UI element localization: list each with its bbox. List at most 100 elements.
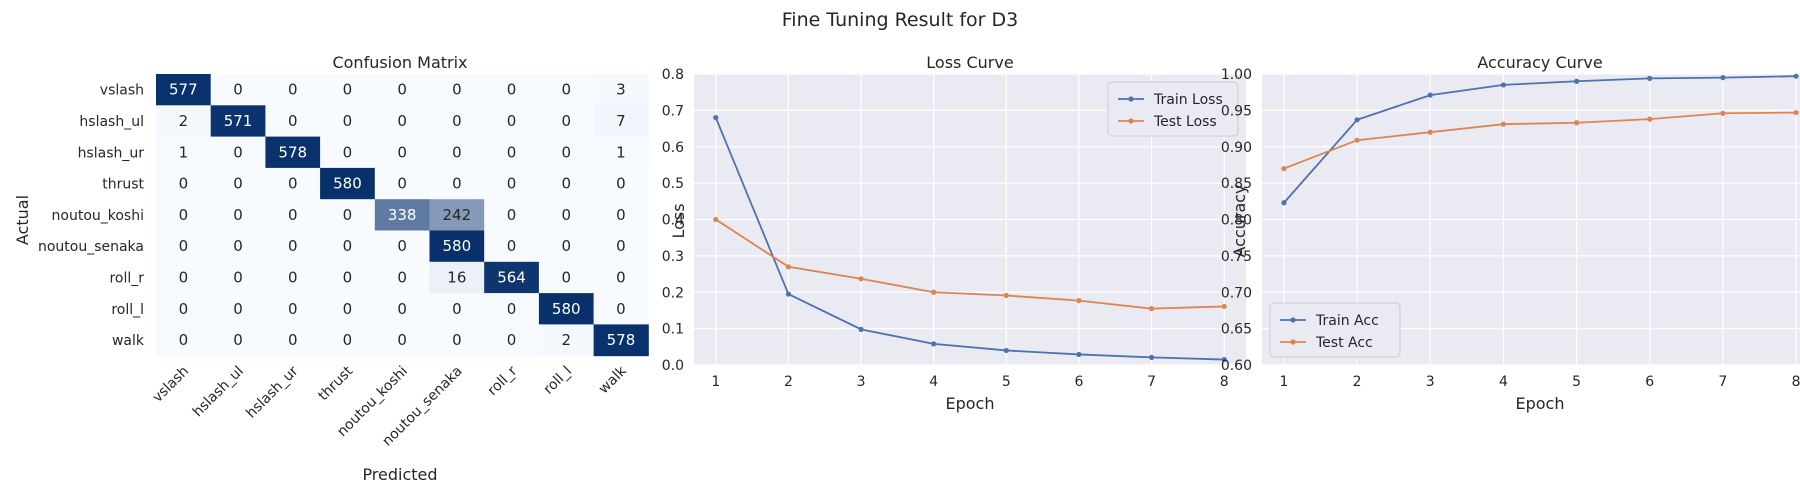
- cm-cell: [210, 105, 266, 138]
- acc-y-tick-label: 0.60: [1221, 358, 1252, 374]
- cm-cell: [484, 261, 540, 294]
- cm-cell: [374, 167, 430, 200]
- cm-cell: [538, 293, 595, 325]
- cm-cell: [374, 230, 430, 263]
- accuracy-curve-xlabel: Epoch: [1516, 394, 1565, 413]
- cm-cell: [429, 136, 485, 169]
- cm-cell-value: 0: [507, 112, 517, 130]
- cm-cell-value: 0: [233, 237, 243, 255]
- loss-legend-marker: [1128, 96, 1134, 102]
- cm-cell: [429, 261, 485, 294]
- loss-data-point: [858, 276, 864, 282]
- cm-cell-value: 0: [561, 268, 571, 286]
- cm-x-tick-label: roll_r: [485, 363, 521, 399]
- loss-curve-plot: 0.0 0.1 0.2 0.3 0.4 0.5 0.6 0.7 0.8 1 2 3 4 5 6 7 8 Train…: [662, 67, 1246, 390]
- acc-y-tick-label: 0.85: [1221, 176, 1252, 192]
- cm-cell: [429, 230, 485, 263]
- loss-data-point: [1221, 303, 1227, 310]
- cm-cell: [265, 199, 321, 231]
- cm-cell-value: 0: [397, 331, 407, 349]
- acc-y-tick-label: 0.95: [1221, 103, 1252, 119]
- loss-y-tick-label: 0.3: [662, 249, 684, 265]
- loss-data-point: [1076, 351, 1082, 358]
- loss-x-tick-label: 2: [784, 374, 793, 390]
- cm-cell-value: 0: [343, 81, 353, 99]
- acc-y-tick-label: 1.00: [1221, 67, 1252, 83]
- cm-cell-value: 0: [616, 206, 626, 224]
- cm-cell-value: 0: [233, 175, 243, 193]
- acc-series-line: [1283, 75, 1797, 204]
- acc-x-tick-label: 6: [1645, 374, 1654, 390]
- cm-cell: [593, 105, 649, 138]
- accuracy-curve-ylabel: Accuracy: [1230, 184, 1249, 257]
- cm-cell-value: 0: [507, 81, 517, 99]
- cm-cell: [538, 167, 595, 200]
- cm-cell-value: 0: [397, 81, 407, 99]
- cm-cell-value: 2: [561, 331, 571, 349]
- cm-cell: [320, 74, 376, 106]
- loss-data-point: [1003, 292, 1009, 299]
- cm-cell-value: 580: [333, 175, 362, 193]
- loss-y-tick-label: 0.1: [662, 322, 684, 338]
- loss-data-point: [785, 291, 792, 297]
- cm-cell: [429, 199, 485, 231]
- cm-cell-value: 0: [452, 143, 462, 161]
- acc-legend-label: Train Acc: [1315, 313, 1379, 329]
- confusion-matrix-title: Confusion Matrix: [332, 53, 467, 72]
- cm-cell-value: 0: [452, 331, 462, 349]
- cm-cell: [484, 230, 540, 263]
- cm-cell: [593, 199, 649, 231]
- acc-data-point: [1427, 129, 1433, 135]
- acc-data-point: [1793, 109, 1799, 116]
- cm-cell-value: 1: [616, 143, 626, 161]
- acc-legend-label: Test Acc: [1315, 335, 1373, 351]
- accuracy-curve-panel: Accuracy Curve 0.600.650.700.750.800.850…: [1221, 53, 1800, 413]
- cm-cell: [484, 74, 540, 106]
- acc-data-point: [1500, 121, 1507, 127]
- cm-cell: [593, 167, 649, 200]
- cm-cell-value: 0: [343, 268, 353, 286]
- cm-cell: [156, 293, 212, 325]
- cm-cell-value: 0: [233, 300, 243, 318]
- acc-x-tick-label: 3: [1426, 374, 1435, 390]
- cm-cell-value: 0: [343, 112, 353, 130]
- loss-data-point: [1076, 298, 1082, 304]
- cm-y-tick-label: roll_l: [111, 302, 144, 318]
- cm-cell-value: 0: [288, 237, 298, 255]
- cm-y-tick-label: roll_r: [109, 270, 144, 286]
- acc-x-tick-label: 1: [1279, 374, 1288, 390]
- loss-y-tick-label: 0.0: [662, 358, 684, 374]
- acc-data-point: [1281, 200, 1287, 206]
- cm-cell: [320, 167, 376, 200]
- loss-x-tick-label: 6: [1074, 374, 1083, 390]
- cm-cell-value: 0: [507, 143, 517, 161]
- cm-cell: [593, 261, 649, 294]
- cm-cell: [320, 199, 376, 231]
- confusion-matrix-panel: Confusion Matrix 577 0 0 0 0 0 0 0 3 2 571 0 0 0 0 0 0 7 1…: [13, 53, 649, 484]
- cm-y-tick-label: thrust: [102, 177, 144, 193]
- cm-cell-value: 0: [561, 175, 571, 193]
- loss-data-point: [1148, 354, 1155, 360]
- cm-cell-value: 0: [616, 175, 626, 193]
- cm-cell-value: 0: [343, 331, 353, 349]
- acc-data-point: [1354, 137, 1360, 143]
- loss-legend-label: Train Loss: [1153, 92, 1223, 108]
- cm-cell-value: 0: [179, 300, 189, 318]
- cm-cell-value: 0: [288, 112, 298, 130]
- acc-x-tick-label: 7: [1718, 374, 1727, 390]
- figure-title: Fine Tuning Result for D3: [782, 9, 1018, 31]
- cm-cell-value: 578: [607, 331, 636, 349]
- loss-x-tick-label: 1: [711, 374, 720, 390]
- cm-cell-value: 0: [288, 268, 298, 286]
- loss-y-tick-label: 0.7: [662, 103, 684, 119]
- cm-cell: [265, 167, 321, 200]
- cm-x-tick-label: hslash_ur: [243, 363, 301, 421]
- cm-cell-value: 0: [507, 331, 517, 349]
- loss-data-point: [713, 115, 719, 121]
- cm-cell: [210, 230, 266, 263]
- loss-y-tick-label: 0.6: [662, 140, 684, 156]
- loss-series-line: [715, 218, 1225, 310]
- cm-cell-value: 0: [561, 81, 571, 99]
- loss-legend: [1107, 81, 1239, 137]
